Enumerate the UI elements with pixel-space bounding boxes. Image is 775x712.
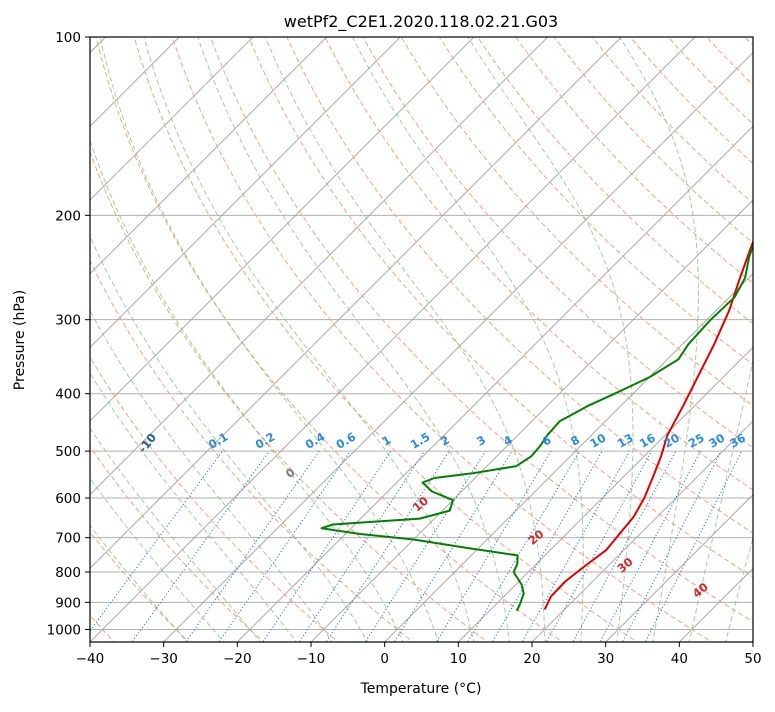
x-tick-label-6: 20 xyxy=(523,651,540,667)
x-tick-label-7: 30 xyxy=(597,651,614,667)
y-tick-label-4: 600 xyxy=(55,491,81,507)
y-tick-label-9: 100 xyxy=(55,30,81,46)
x-tick-label-3: −10 xyxy=(297,651,326,667)
y-tick-label-6: 400 xyxy=(55,387,81,403)
chart-title: wetPf2_C2E1.2020.118.02.21.G03 xyxy=(284,12,558,32)
isotherm-50 xyxy=(751,32,775,645)
x-tick-label-9: 50 xyxy=(744,651,761,667)
x-tick-label-1: −30 xyxy=(149,651,178,667)
y-tick-label-3: 700 xyxy=(55,531,81,547)
moist-adiabat-50 xyxy=(761,37,775,644)
x-tick-label-8: 40 xyxy=(671,651,688,667)
y-axis-label: Pressure (hPa) xyxy=(12,290,28,390)
y-tick-label-2: 800 xyxy=(55,565,81,581)
x-axis-label: Temperature (°C) xyxy=(360,681,482,697)
x-tick-label-4: 0 xyxy=(380,651,389,667)
y-tick-label-5: 500 xyxy=(55,444,81,460)
x-tick-label-2: −20 xyxy=(223,651,252,667)
dry-adiabat-label-8: -20 xyxy=(55,399,79,424)
y-tick-label-0: 1000 xyxy=(47,622,81,638)
dry-adiabat-label-7: -30 xyxy=(0,364,2,389)
y-tick-label-1: 900 xyxy=(55,595,81,611)
x-tick-label-0: −40 xyxy=(76,651,105,667)
y-tick-label-7: 300 xyxy=(55,313,81,329)
y-tick-label-8: 200 xyxy=(55,208,81,224)
plot-background xyxy=(90,37,753,642)
x-tick-label-5: 10 xyxy=(450,651,467,667)
